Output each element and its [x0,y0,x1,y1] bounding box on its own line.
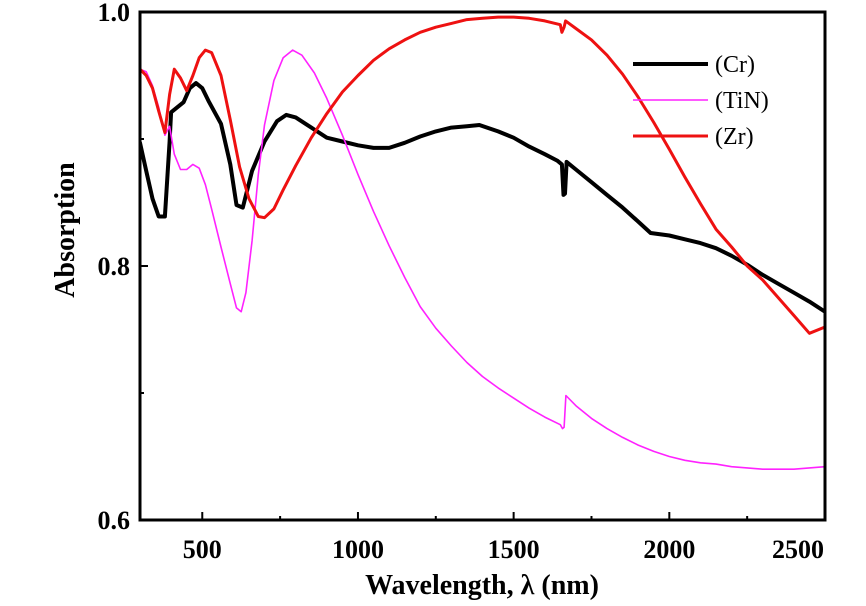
series-layer [140,15,825,470]
series-line-zr [140,15,825,335]
series-line-cr [140,81,825,314]
legend-label: (Zr) [715,124,754,150]
x-axis-label: Wavelength, λ (nm) [365,570,599,601]
legend: (Cr) (TiN) (Zr) [633,52,769,150]
x-tick-label: 2500 [772,535,824,564]
y-axis-label: Absorption [50,162,81,298]
y-tick-label: 0.8 [98,252,131,281]
x-axis: 500 1000 1500 2000 2500 [183,512,826,564]
series-line-tin [140,49,825,470]
y-tick-label: 1.0 [98,0,131,27]
y-axis: 0.6 0.8 1.0 [98,0,148,535]
x-tick-label: 1000 [332,535,384,564]
legend-label: (TiN) [715,88,769,114]
legend-label: (Cr) [715,52,755,78]
x-tick-label: 500 [183,535,222,564]
x-tick-label: 2000 [643,535,695,564]
y-tick-label: 0.6 [98,506,131,535]
x-tick-label: 1500 [488,535,540,564]
